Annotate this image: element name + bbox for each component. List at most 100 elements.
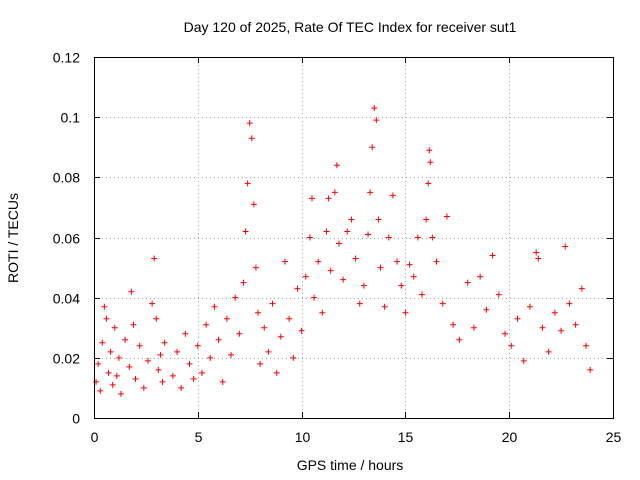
data-point — [306, 234, 313, 241]
data-point — [572, 321, 579, 328]
data-point — [273, 369, 280, 376]
data-point — [323, 228, 330, 235]
data-point — [402, 309, 409, 316]
data-point — [286, 315, 293, 322]
data-point — [433, 258, 440, 265]
data-point — [539, 324, 546, 331]
data-point — [340, 276, 347, 283]
data-point — [126, 363, 133, 370]
y-tick-label: 0.12 — [53, 50, 80, 66]
data-point — [369, 144, 376, 151]
data-point — [107, 348, 114, 355]
data-point — [495, 291, 502, 298]
data-point — [136, 342, 143, 349]
data-point — [333, 162, 340, 169]
data-point — [252, 264, 259, 271]
data-point — [389, 192, 396, 199]
data-point — [426, 147, 433, 154]
data-point — [236, 330, 243, 337]
data-point — [352, 255, 359, 262]
axis-ticks: 0 5 10 15 20 25 0 0.02 0.04 0.06 0.08 0.1 0.12 — [53, 50, 622, 446]
data-point — [115, 354, 122, 361]
data-point — [161, 339, 168, 346]
data-point — [381, 303, 388, 310]
data-point — [477, 273, 484, 280]
data-point — [109, 381, 116, 388]
data-point — [356, 300, 363, 307]
data-point — [315, 258, 322, 265]
data-point — [385, 234, 392, 241]
data-point — [423, 216, 430, 223]
data-point — [215, 336, 222, 343]
data-point — [149, 300, 156, 307]
data-point — [373, 117, 380, 124]
data-point — [111, 324, 118, 331]
data-point — [219, 378, 226, 385]
data-point — [113, 372, 120, 379]
data-point — [587, 366, 594, 373]
data-point — [489, 252, 496, 259]
data-point — [269, 300, 276, 307]
data-point — [97, 387, 104, 394]
data-point — [367, 189, 374, 196]
data-point — [344, 228, 351, 235]
data-point — [514, 315, 521, 322]
data-point — [427, 159, 434, 166]
data-point — [244, 180, 251, 187]
data-point — [132, 375, 139, 382]
x-tick-label: 20 — [502, 429, 518, 445]
data-point — [157, 351, 164, 358]
data-point — [294, 285, 301, 292]
data-point — [456, 336, 463, 343]
data-point — [406, 261, 413, 268]
data-point — [325, 195, 332, 202]
data-point — [169, 372, 176, 379]
data-point — [228, 351, 235, 358]
data-point — [545, 348, 552, 355]
data-point — [182, 330, 189, 337]
data-point — [250, 201, 257, 208]
plot-frame — [94, 57, 614, 419]
data-point — [562, 243, 569, 250]
data-point — [375, 216, 382, 223]
data-point — [302, 273, 309, 280]
x-tick-label: 15 — [398, 429, 414, 445]
data-point — [186, 360, 193, 367]
data-point — [207, 354, 214, 361]
x-tick-label: 10 — [295, 429, 311, 445]
y-tick-label: 0.04 — [53, 291, 80, 307]
data-point — [419, 291, 426, 298]
data-point — [190, 375, 197, 382]
data-point — [174, 348, 181, 355]
data-point — [526, 303, 533, 310]
data-point — [198, 369, 205, 376]
data-point — [360, 282, 367, 289]
data-point — [410, 273, 417, 280]
data-point — [203, 321, 210, 328]
data-point — [298, 327, 305, 334]
x-tick-label: 0 — [91, 429, 99, 445]
data-point — [394, 258, 401, 265]
data-points — [93, 105, 594, 397]
y-axis-label: ROTI / TECUs — [5, 193, 21, 283]
data-point — [151, 255, 158, 262]
data-point — [277, 333, 284, 340]
data-point — [308, 195, 315, 202]
data-point — [99, 339, 106, 346]
data-point — [319, 309, 326, 316]
data-point — [93, 378, 100, 385]
y-tick-label: 0.02 — [53, 351, 80, 367]
data-point — [483, 306, 490, 313]
data-point — [211, 303, 218, 310]
data-point — [443, 213, 450, 220]
data-point — [439, 300, 446, 307]
data-point — [122, 336, 129, 343]
data-point — [242, 228, 249, 235]
data-point — [128, 288, 135, 295]
data-point — [261, 324, 268, 331]
data-point — [502, 330, 509, 337]
data-point — [95, 360, 102, 367]
data-point — [551, 309, 558, 316]
y-tick-label: 0.1 — [61, 110, 81, 126]
data-point — [246, 120, 253, 127]
